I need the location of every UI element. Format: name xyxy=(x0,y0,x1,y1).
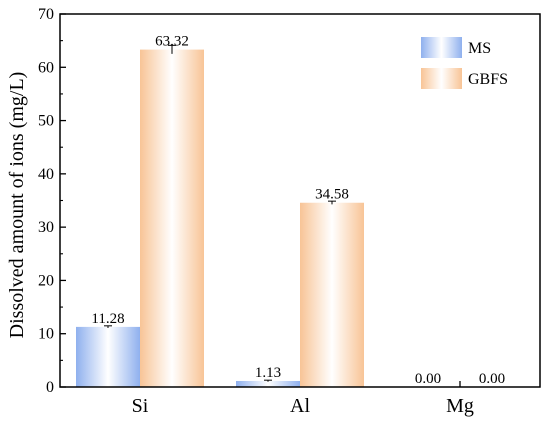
legend-label: GBFS xyxy=(468,71,508,88)
data-label: 0.00 xyxy=(479,371,505,387)
data-label: 1.13 xyxy=(255,365,281,381)
data-label: 11.28 xyxy=(91,311,124,327)
data-label: 34.58 xyxy=(315,187,349,203)
x-tick-label: Si xyxy=(132,395,149,417)
y-tick-label: 0 xyxy=(46,379,54,396)
legend-swatch-gbfs xyxy=(421,68,462,89)
y-tick-label: 40 xyxy=(38,166,54,183)
bar-ms xyxy=(236,380,300,387)
plot-area: 0 10 20 30 40 50 60 70 Si 11.28 63.32 Al 1.13 34.58 Mg… xyxy=(38,6,541,417)
y-tick-label: 70 xyxy=(38,6,54,23)
y-tick-label: 20 xyxy=(38,272,54,289)
data-label: 0.00 xyxy=(415,371,441,387)
bar-gbfs xyxy=(140,49,204,388)
x-tick-label: Al xyxy=(290,395,310,417)
bar-ms xyxy=(76,326,140,387)
y-tick-label: 10 xyxy=(38,326,54,343)
data-label: 63.32 xyxy=(155,34,189,50)
legend-label: MS xyxy=(468,40,491,57)
bar-gbfs xyxy=(300,202,364,387)
y-tick-label: 60 xyxy=(38,59,54,76)
axes-frame xyxy=(59,13,541,388)
x-tick-label: Mg xyxy=(446,395,474,417)
y-axis-title: Dissolved amount of ions (mg/L) xyxy=(6,72,28,339)
y-tick-label: 30 xyxy=(38,219,54,236)
legend-swatch-ms xyxy=(421,37,462,58)
y-tick-label: 50 xyxy=(38,113,54,130)
